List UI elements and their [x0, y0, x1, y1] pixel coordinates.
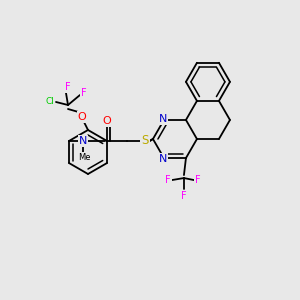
Text: Cl: Cl [46, 98, 54, 106]
Text: Me: Me [78, 152, 90, 161]
Text: F: F [165, 175, 171, 185]
Text: F: F [181, 191, 187, 201]
Text: N: N [159, 114, 167, 124]
Text: F: F [65, 82, 71, 92]
Text: N: N [79, 136, 87, 146]
Text: F: F [195, 175, 201, 185]
Text: O: O [103, 116, 111, 126]
Text: F: F [81, 88, 87, 98]
Text: O: O [78, 112, 86, 122]
Text: S: S [141, 134, 148, 148]
Text: N: N [159, 154, 167, 164]
